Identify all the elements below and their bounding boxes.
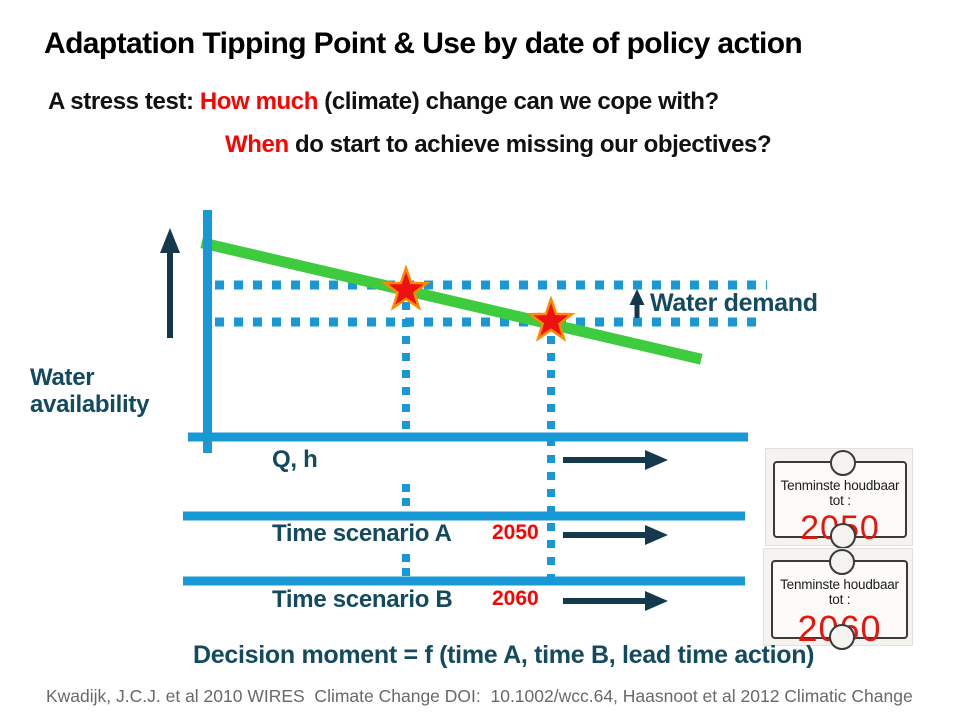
ticket-2060: Tenminste houdbaar tot : 2060 [763,548,913,650]
y-axis [203,210,212,453]
ticket-notch-icon [830,523,856,549]
y-axis-label: Water availability [30,364,150,418]
ticket-notch-icon [830,450,856,476]
citation-footer: Kwadijk, J.C.J. et al 2010 WIRES Climate… [46,686,913,706]
ticket-2060-caption: Tenminste houdbaar tot : [780,577,899,607]
ticket-2050-label: Tenminste houdbaar tot : 2050 [773,450,907,549]
scenario-a-year: 2050 [492,521,539,544]
tipping-point-star-b-icon [526,295,576,342]
ticket-2050-caption: Tenminste houdbaar tot : [780,478,900,508]
time-arrow-scenario-b-icon [563,591,668,611]
time-arrow-qh-icon [563,450,668,470]
stress-test-middle: (climate) change can we cope with? [317,88,719,115]
time-scenario-a-label: Time scenario A [272,520,452,547]
decision-moment-formula: Decision moment = f (time A, time B, lea… [193,641,815,669]
water-demand-arrowhead-icon [629,289,645,305]
stress-test-line1: A stress test: How much (climate) change… [48,88,928,116]
ticket-notch-icon [829,624,855,650]
stress-test-prefix: A stress test: [48,88,200,115]
stress-test-question: A stress test: How much (climate) change… [48,88,928,159]
supply-line [200,237,703,365]
time-arrow-scenario-a-icon [563,525,668,545]
stress-test-how-much: How much [199,88,319,115]
ticket-notch-icon [829,549,855,575]
availability-axis-arrowhead-icon [160,228,180,253]
time-scenario-b-label: Time scenario B [272,586,453,613]
scenario-b-year: 2060 [492,587,539,610]
stress-test-suffix: do start to achieve missing our objectiv… [288,131,772,158]
ticket-2060-label: Tenminste houdbaar tot : 2060 [771,549,908,650]
slide-title: Adaptation Tipping Point & Use by date o… [44,27,803,60]
water-demand-label: Water demand [650,289,818,317]
tipping-point-diagram [160,210,767,611]
stress-test-line2: When do start to achieve missing our obj… [225,131,928,159]
tipping-point-star-a-icon [381,264,431,311]
x-axis-label: Q, h [272,446,318,473]
ticket-2050: Tenminste houdbaar tot : 2050 [765,448,913,549]
stress-test-when: When [225,131,289,158]
